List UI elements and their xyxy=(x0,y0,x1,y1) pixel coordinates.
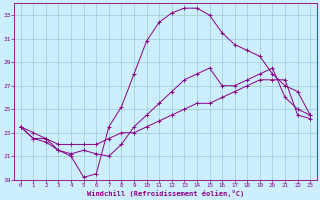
X-axis label: Windchill (Refroidissement éolien,°C): Windchill (Refroidissement éolien,°C) xyxy=(87,190,244,197)
